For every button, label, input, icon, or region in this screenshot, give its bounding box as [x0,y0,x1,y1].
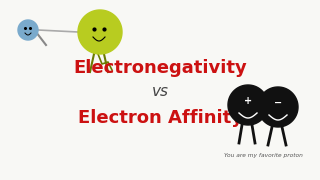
Polygon shape [18,20,38,40]
Text: vs: vs [151,84,169,100]
Polygon shape [228,85,268,125]
Text: Electronegativity: Electronegativity [73,59,247,77]
Text: −: − [274,98,282,108]
Polygon shape [78,10,122,54]
Text: Electron Affinity: Electron Affinity [77,109,243,127]
Text: You are my favorite proton: You are my favorite proton [224,152,302,158]
Text: +: + [244,96,252,106]
Polygon shape [258,87,298,127]
